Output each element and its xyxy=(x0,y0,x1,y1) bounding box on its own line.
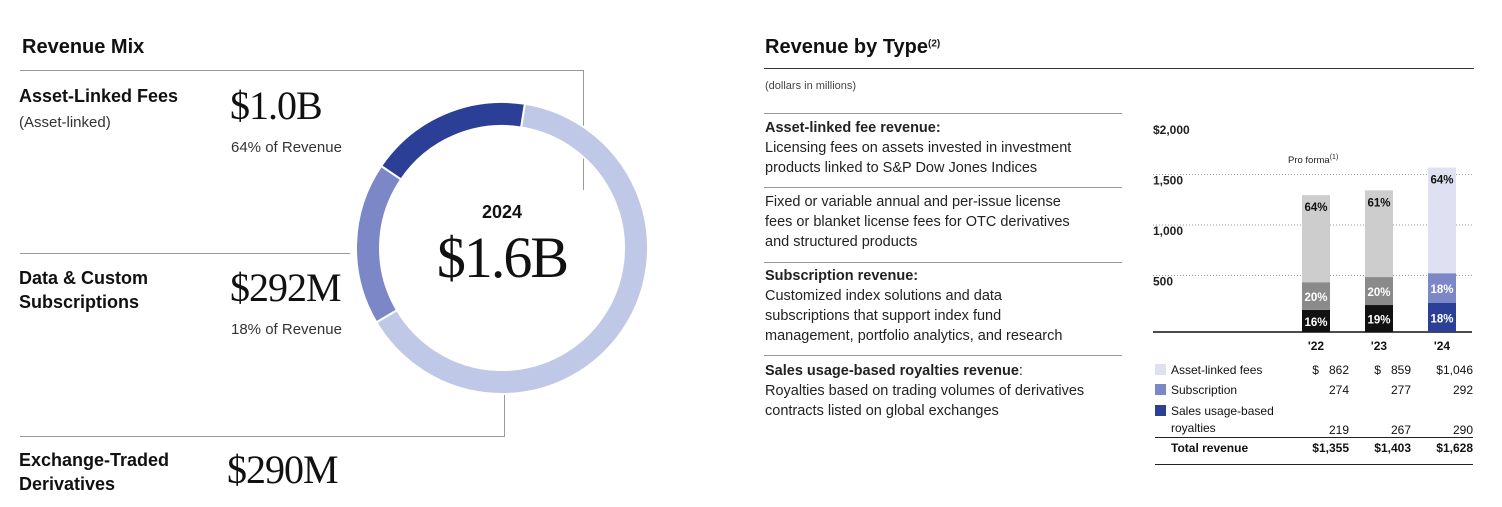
segment-asset-linked-sub: (Asset-linked) xyxy=(19,114,111,131)
donut-slice-asset-linked xyxy=(374,102,649,395)
bar-subscription-0 xyxy=(1302,282,1330,310)
divider xyxy=(20,253,350,254)
units-note: (dollars in millions) xyxy=(765,80,857,92)
segment-asset-linked-value: $1.0B xyxy=(230,83,323,128)
pro-forma-label: Pro forma(1) xyxy=(1288,154,1338,166)
x-tick-label: '23 xyxy=(1371,339,1388,353)
bar-label-royalties-0: 16% xyxy=(1304,317,1327,329)
revenue-donut-chart: 2024 $1.6B xyxy=(355,101,649,395)
x-tick-label: '24 xyxy=(1434,339,1451,353)
bracket-line xyxy=(504,390,505,437)
divider xyxy=(764,113,1122,114)
bar-royalties-0 xyxy=(1302,309,1330,332)
bar-label-royalties-1: 19% xyxy=(1367,315,1390,327)
bar-label-asset-linked-0: 64% xyxy=(1304,202,1327,214)
desc-license-fees: Fixed or variable annual and per-issue l… xyxy=(765,194,1070,250)
bar-subscription-1 xyxy=(1365,277,1393,306)
table-row: Subscription 274 277 292 xyxy=(1155,380,1473,400)
donut-year: 2024 xyxy=(482,202,522,222)
segment-asset-linked-name: Asset-Linked Fees xyxy=(19,86,179,106)
divider xyxy=(20,70,584,71)
y-tick-label: 1,500 xyxy=(1153,174,1183,188)
divider xyxy=(764,187,1122,188)
bar-asset-linked-1 xyxy=(1365,190,1393,278)
revenue-table: Asset-linked fees $ 862 $ 859 $1,046 Sub… xyxy=(1155,360,1473,458)
bar-label-subscription-2: 18% xyxy=(1430,284,1453,296)
x-tick-label: '22 xyxy=(1308,339,1325,353)
donut-total: $1.6B xyxy=(437,225,567,290)
donut-slice-subscriptions xyxy=(355,164,403,324)
bar-label-subscription-0: 20% xyxy=(1304,292,1327,304)
legend-swatch-royalties xyxy=(1155,405,1166,416)
segment-derivatives-value: $290M xyxy=(227,447,339,492)
table-row-total: Total revenue $1,355 $1,403 $1,628 xyxy=(1155,437,1473,459)
revenue-by-type-bar-chart: $2,000 1,500 1,000 500 16% 20% 64% 19% 20% 61% 18… xyxy=(1153,123,1472,353)
divider xyxy=(764,68,1474,69)
desc-royalties: Sales usage-based royalties revenue: Roy… xyxy=(765,363,1085,419)
y-tick-label: $2,000 xyxy=(1153,123,1190,137)
segment-data-subscriptions-value: $292M xyxy=(230,265,342,310)
segment-asset-linked-pct: 64% of Revenue xyxy=(231,139,342,156)
segment-derivatives-name: Exchange-Traded Derivatives xyxy=(19,450,170,494)
legend-swatch-asset-linked xyxy=(1155,364,1166,375)
desc-asset-linked: Asset-linked fee revenue: Licensing fees… xyxy=(765,120,1072,176)
bar-label-subscription-1: 20% xyxy=(1367,287,1390,299)
donut-slice-derivatives xyxy=(379,101,526,181)
revenue-by-type-title: Revenue by Type(2) xyxy=(765,36,941,58)
bar-asset-linked-0 xyxy=(1302,195,1330,283)
bar-royalties-1 xyxy=(1365,305,1393,332)
divider xyxy=(1155,464,1473,465)
divider xyxy=(764,355,1122,356)
segment-data-subscriptions-pct: 18% of Revenue xyxy=(231,321,342,338)
bar-label-asset-linked-2: 64% xyxy=(1430,175,1453,187)
y-tick-label: 1,000 xyxy=(1153,224,1183,238)
segment-data-subscriptions-name: Data & Custom Subscriptions xyxy=(19,268,149,312)
bar-label-asset-linked-1: 61% xyxy=(1367,197,1390,209)
bar-asset-linked-2 xyxy=(1428,167,1456,274)
divider xyxy=(20,436,505,437)
desc-subscription: Subscription revenue: Customized index s… xyxy=(765,268,1063,344)
table-row: Asset-linked fees $ 862 $ 859 $1,046 xyxy=(1155,360,1473,380)
bar-subscription-2 xyxy=(1428,273,1456,303)
y-tick-label: 500 xyxy=(1153,275,1173,289)
table-row: Sales usage-based royalties 219 267 290 xyxy=(1155,400,1473,438)
divider xyxy=(764,262,1122,263)
revenue-mix-title: Revenue Mix xyxy=(22,36,145,58)
bar-royalties-2 xyxy=(1428,302,1456,332)
legend-swatch-subscription xyxy=(1155,384,1166,395)
bar-label-royalties-2: 18% xyxy=(1430,313,1453,325)
